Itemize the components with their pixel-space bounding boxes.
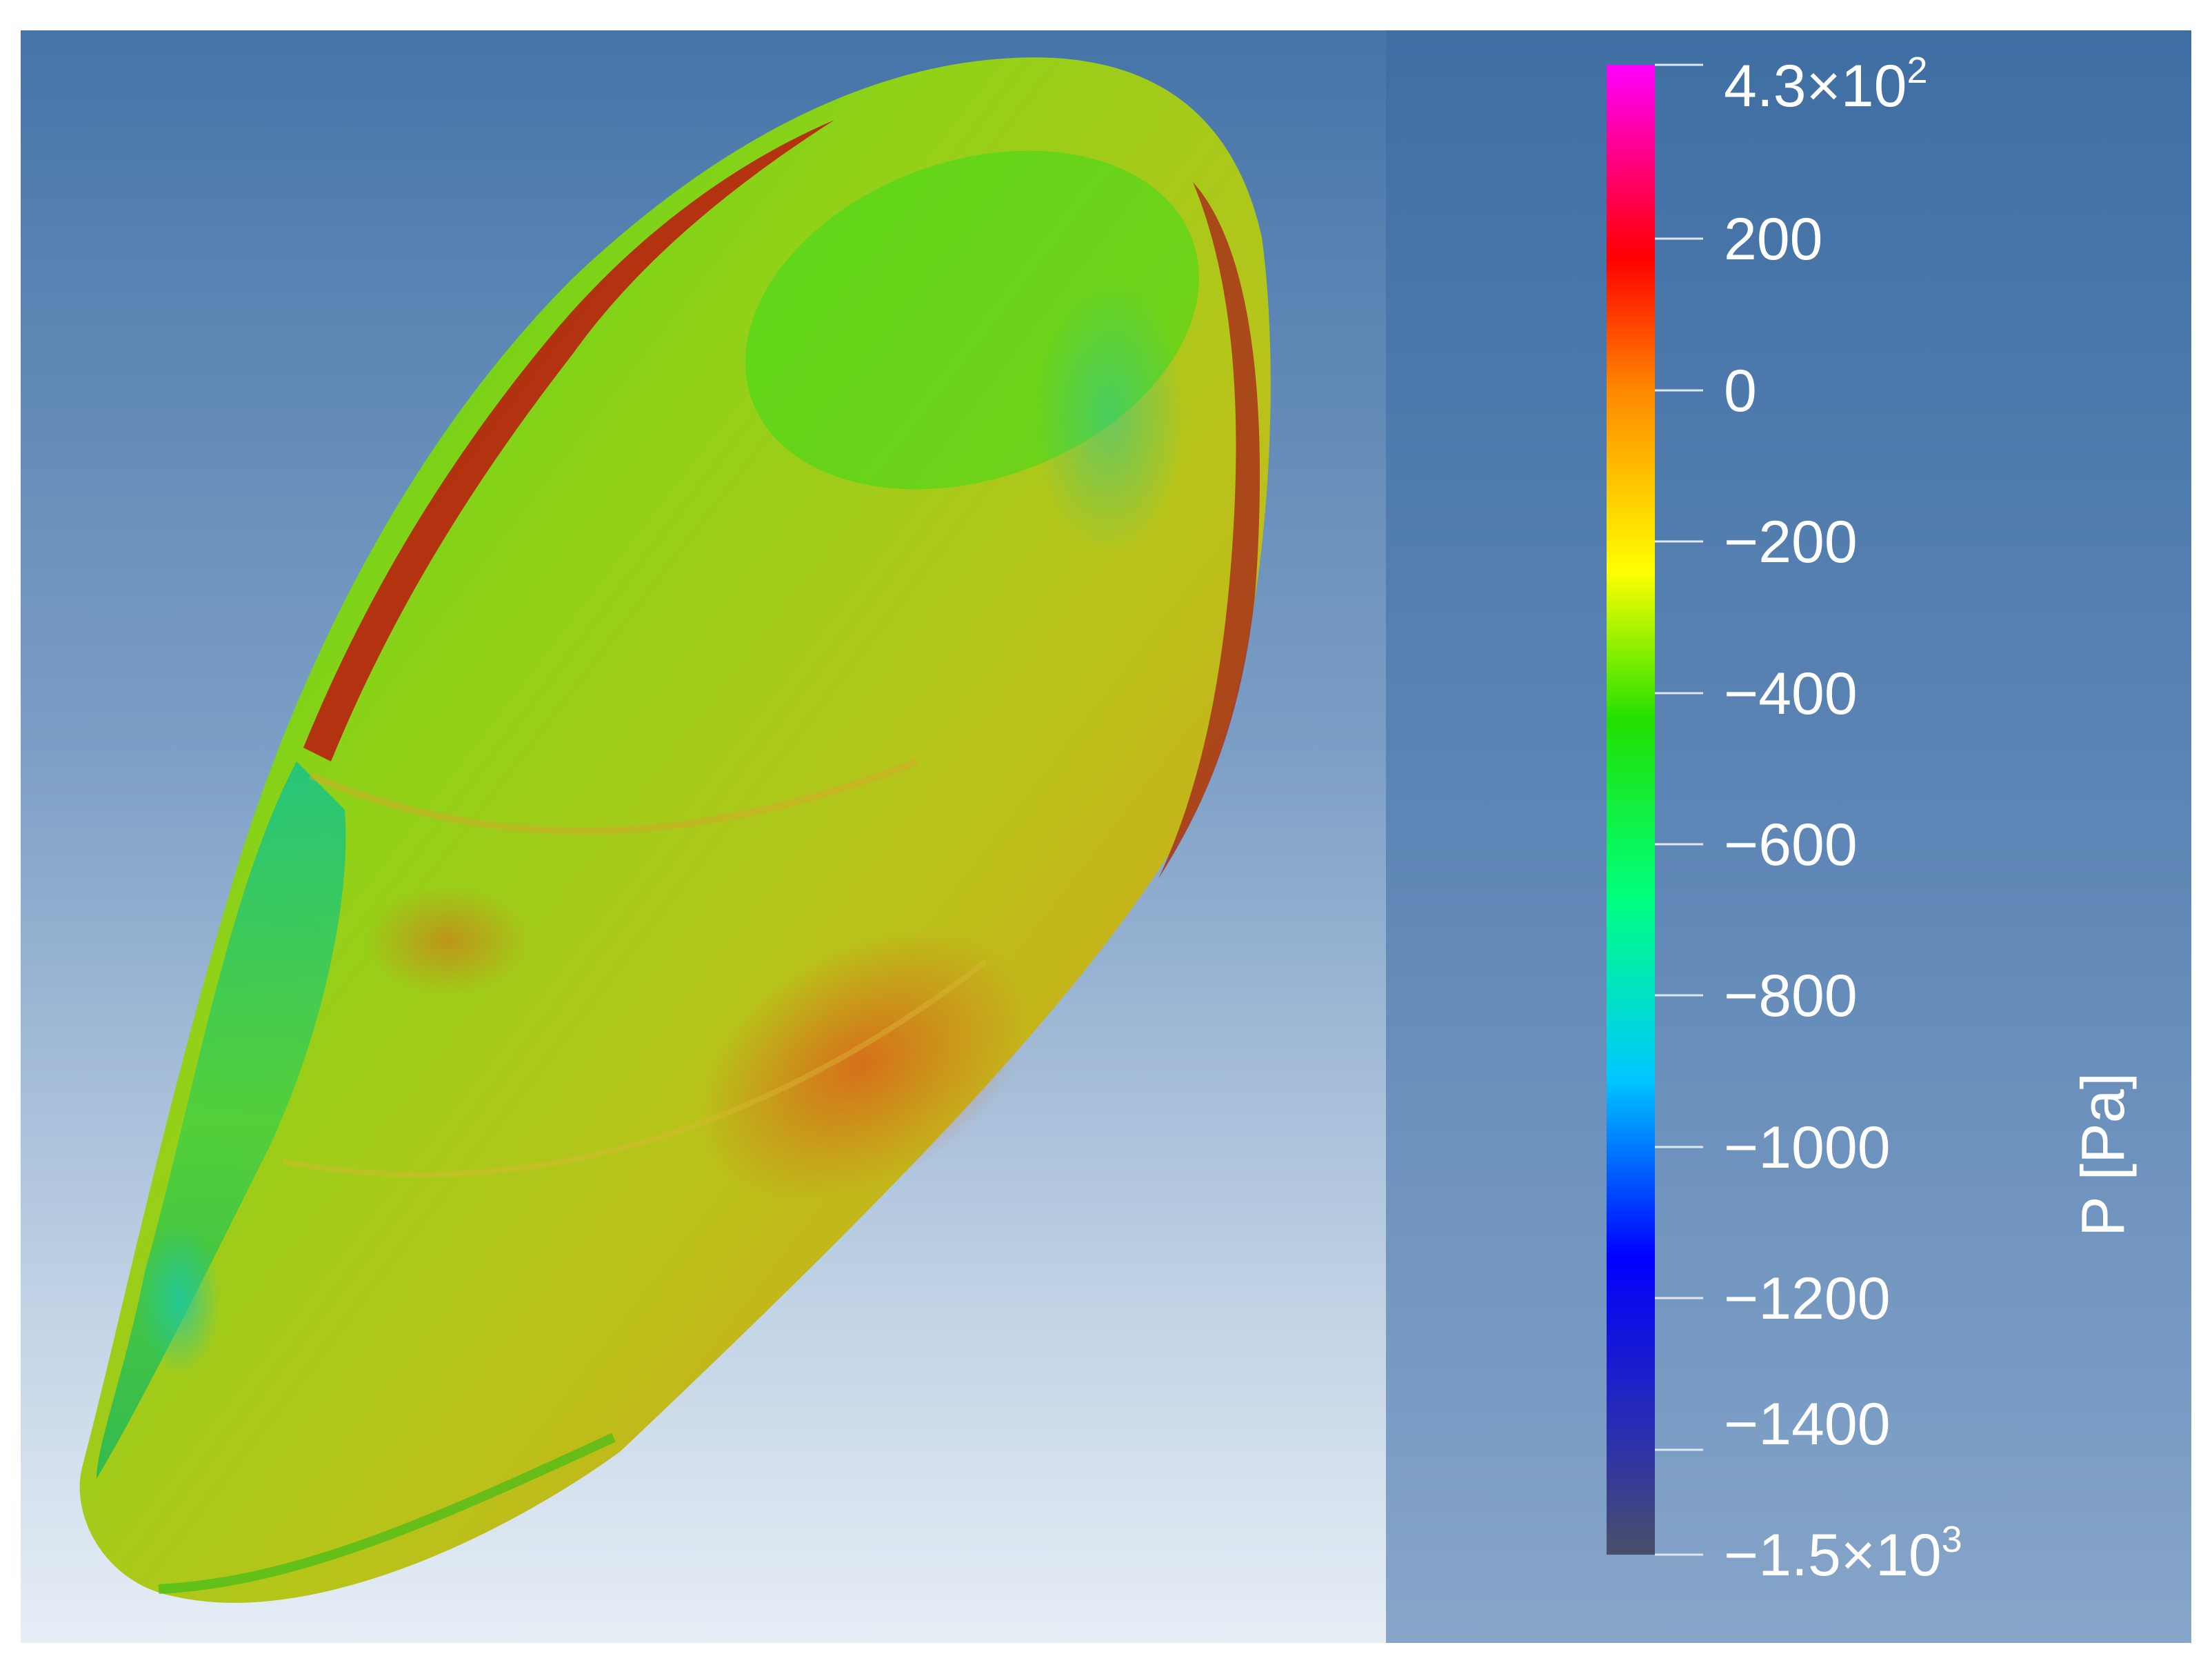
tick-label: −800: [1724, 963, 1858, 1029]
tick-label: 200: [1724, 206, 1823, 272]
tick-label: −600: [1724, 812, 1858, 878]
tick-label: −400: [1724, 661, 1858, 727]
colorbar-min-label: −1.5×103: [1724, 1519, 1962, 1588]
pressure-surface-render: [79, 57, 1271, 1603]
tick-label: −1400: [1724, 1391, 1891, 1457]
colorbar-ticks: [1655, 63, 1703, 1556]
tick-label: −200: [1724, 509, 1858, 575]
colorbar-svg: 4.3×102 200 0 −200 −400 −600 −800 −1000 …: [1607, 50, 2137, 1588]
leading-edge-red: [303, 120, 834, 761]
colorbar-title: P [Pa]: [2069, 1073, 2137, 1237]
colorbar-legend: 4.3×102 200 0 −200 −400 −600 −800 −1000 …: [1386, 30, 2191, 1643]
tick-label: −1200: [1724, 1266, 1891, 1332]
colorbar-gradient: [1607, 65, 1655, 1555]
render-viewport[interactable]: [21, 30, 1386, 1643]
tick-label: −1000: [1724, 1115, 1891, 1181]
tick-label: 0: [1724, 358, 1757, 424]
colorbar-max-label: 4.3×102: [1724, 50, 1927, 119]
right-rim: [1158, 182, 1260, 879]
